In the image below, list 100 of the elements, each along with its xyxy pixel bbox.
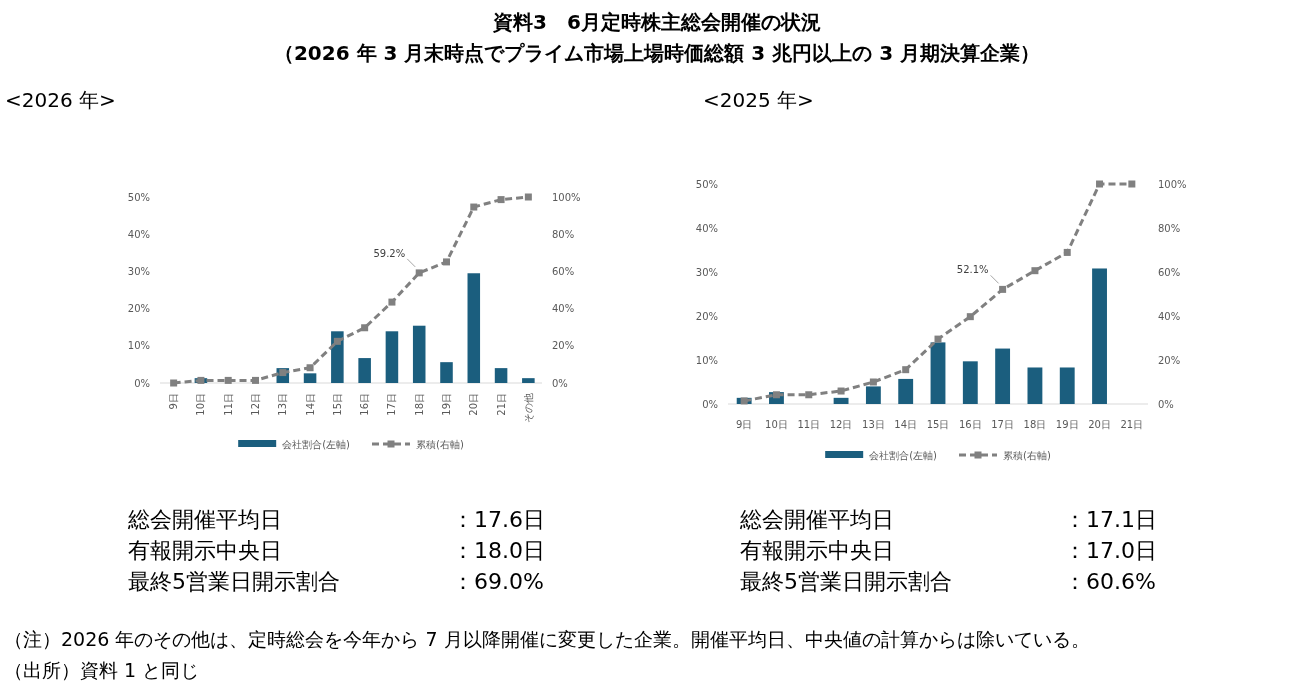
- bar: [467, 273, 481, 383]
- bar: [494, 368, 508, 383]
- point: [1031, 267, 1039, 275]
- point: [170, 379, 178, 387]
- y-tick-label: 30%: [127, 265, 150, 277]
- x-tick-label: 17日: [386, 393, 398, 416]
- data-label: 52.1%: [956, 264, 989, 276]
- y2-tick-label: 0%: [1158, 398, 1174, 410]
- y2-tick-label: 100%: [552, 191, 581, 203]
- y-tick-label: 50%: [127, 191, 150, 203]
- x-tick-label: 12日: [250, 393, 261, 416]
- x-tick-label: 14日: [304, 393, 316, 416]
- x-tick-label: 15日: [926, 419, 950, 430]
- y-tick-label: 20%: [695, 310, 718, 322]
- x-tick-label: 9日: [735, 419, 753, 430]
- y-tick-label: 0%: [702, 398, 718, 410]
- x-tick-label: 16日: [958, 419, 982, 430]
- text: （出所）資料 1 と同じ: [4, 659, 200, 681]
- bar: [995, 348, 1011, 404]
- legend-label: 累積(右軸): [416, 439, 464, 450]
- point: [1096, 180, 1104, 188]
- point: [333, 337, 341, 345]
- bar: [412, 325, 426, 383]
- bar: [1059, 367, 1075, 404]
- point: [999, 285, 1007, 293]
- x-tick-label: 19日: [441, 393, 452, 416]
- x-tick-label: 20日: [468, 393, 480, 416]
- x-tick-label: 18日: [413, 393, 425, 416]
- x-tick-label: 11日: [797, 419, 821, 430]
- x-tick-label: 21日: [1120, 419, 1144, 430]
- y-tick-label: 50%: [695, 178, 718, 190]
- text: 有報開示中央日: [740, 538, 894, 563]
- bar: [385, 331, 399, 383]
- text: 最終5営業日開示割合: [740, 569, 952, 594]
- y-tick-label: 40%: [695, 222, 718, 234]
- point: [415, 269, 423, 277]
- text: （2026 年 3 月末時点でプライム市場上場時価総額 3 兆円以上の 3 月期決算企業）: [273, 41, 1041, 65]
- y2-tick-label: 20%: [1158, 354, 1181, 366]
- bar: [440, 362, 453, 383]
- point: [740, 397, 748, 405]
- text: （注）2026 年のその他は、定時総会を今年から 7 月以降開催に変更した企業。開催平均日、中央値の計算からは除いている。: [4, 628, 1090, 650]
- x-tick-label: 11日: [222, 393, 234, 416]
- bar: [962, 361, 978, 404]
- x-tick-label: 13日: [862, 419, 885, 430]
- point: [224, 376, 232, 384]
- point: [837, 387, 845, 395]
- x-tick-label: 10日: [195, 393, 207, 416]
- point: [470, 203, 478, 211]
- point: [966, 313, 974, 321]
- point: [934, 335, 942, 343]
- point: [497, 196, 505, 204]
- y-tick-label: 10%: [127, 340, 150, 352]
- legend-label: 会社割合(左軸): [869, 450, 938, 461]
- y-tick-label: 40%: [127, 228, 150, 240]
- text: ：60.6%: [1064, 569, 1156, 594]
- bar: [865, 386, 881, 404]
- point: [361, 324, 369, 332]
- x-tick-label: 16日: [359, 393, 371, 416]
- bar: [898, 378, 914, 404]
- y-tick-label: 0%: [134, 377, 150, 389]
- point: [1128, 180, 1136, 188]
- text: 総会開催平均日: [739, 507, 894, 532]
- point: [306, 364, 314, 372]
- bar: [358, 358, 371, 383]
- point: [388, 298, 396, 306]
- bar: [1027, 367, 1043, 404]
- text: ：17.0日: [1064, 538, 1157, 563]
- legend-label: 累積(右軸): [1003, 450, 1051, 461]
- y2-tick-label: 0%: [552, 377, 568, 389]
- text: ：17.1日: [1064, 507, 1157, 532]
- text: 総会開催平均日: [127, 507, 282, 532]
- point: [252, 376, 259, 384]
- bar: [303, 373, 317, 383]
- bar: [930, 342, 946, 404]
- y2-tick-label: 40%: [552, 303, 575, 315]
- y-tick-label: 20%: [127, 303, 150, 315]
- bar: [1092, 268, 1107, 404]
- y2-tick-label: 60%: [552, 265, 575, 277]
- x-tick-label: 17日: [991, 419, 1014, 430]
- y2-tick-label: 60%: [1158, 266, 1181, 278]
- point: [1063, 248, 1071, 256]
- text: 有報開示中央日: [128, 538, 282, 563]
- chart-title: <2025 年>: [703, 88, 814, 112]
- y2-tick-label: 20%: [552, 340, 575, 352]
- point: [443, 258, 450, 266]
- text: 資料3 6月定時株主総会開催の状況: [492, 10, 821, 34]
- bar: [833, 397, 849, 404]
- x-tick-label: 21日: [495, 393, 507, 416]
- y2-tick-label: 80%: [1158, 222, 1181, 234]
- x-tick-label: 15日: [331, 393, 343, 416]
- x-tick-label: 20日: [1088, 419, 1111, 430]
- y2-tick-label: 40%: [1158, 310, 1181, 322]
- point: [869, 378, 877, 386]
- text: ：18.0日: [452, 538, 545, 563]
- point: [524, 193, 532, 201]
- legend-label: 会社割合(左軸): [282, 439, 351, 450]
- x-tick-label: 9日: [168, 393, 180, 410]
- x-tick-label: 14日: [894, 419, 918, 430]
- x-tick-label: その他: [522, 393, 534, 423]
- y2-tick-label: 100%: [1158, 178, 1187, 190]
